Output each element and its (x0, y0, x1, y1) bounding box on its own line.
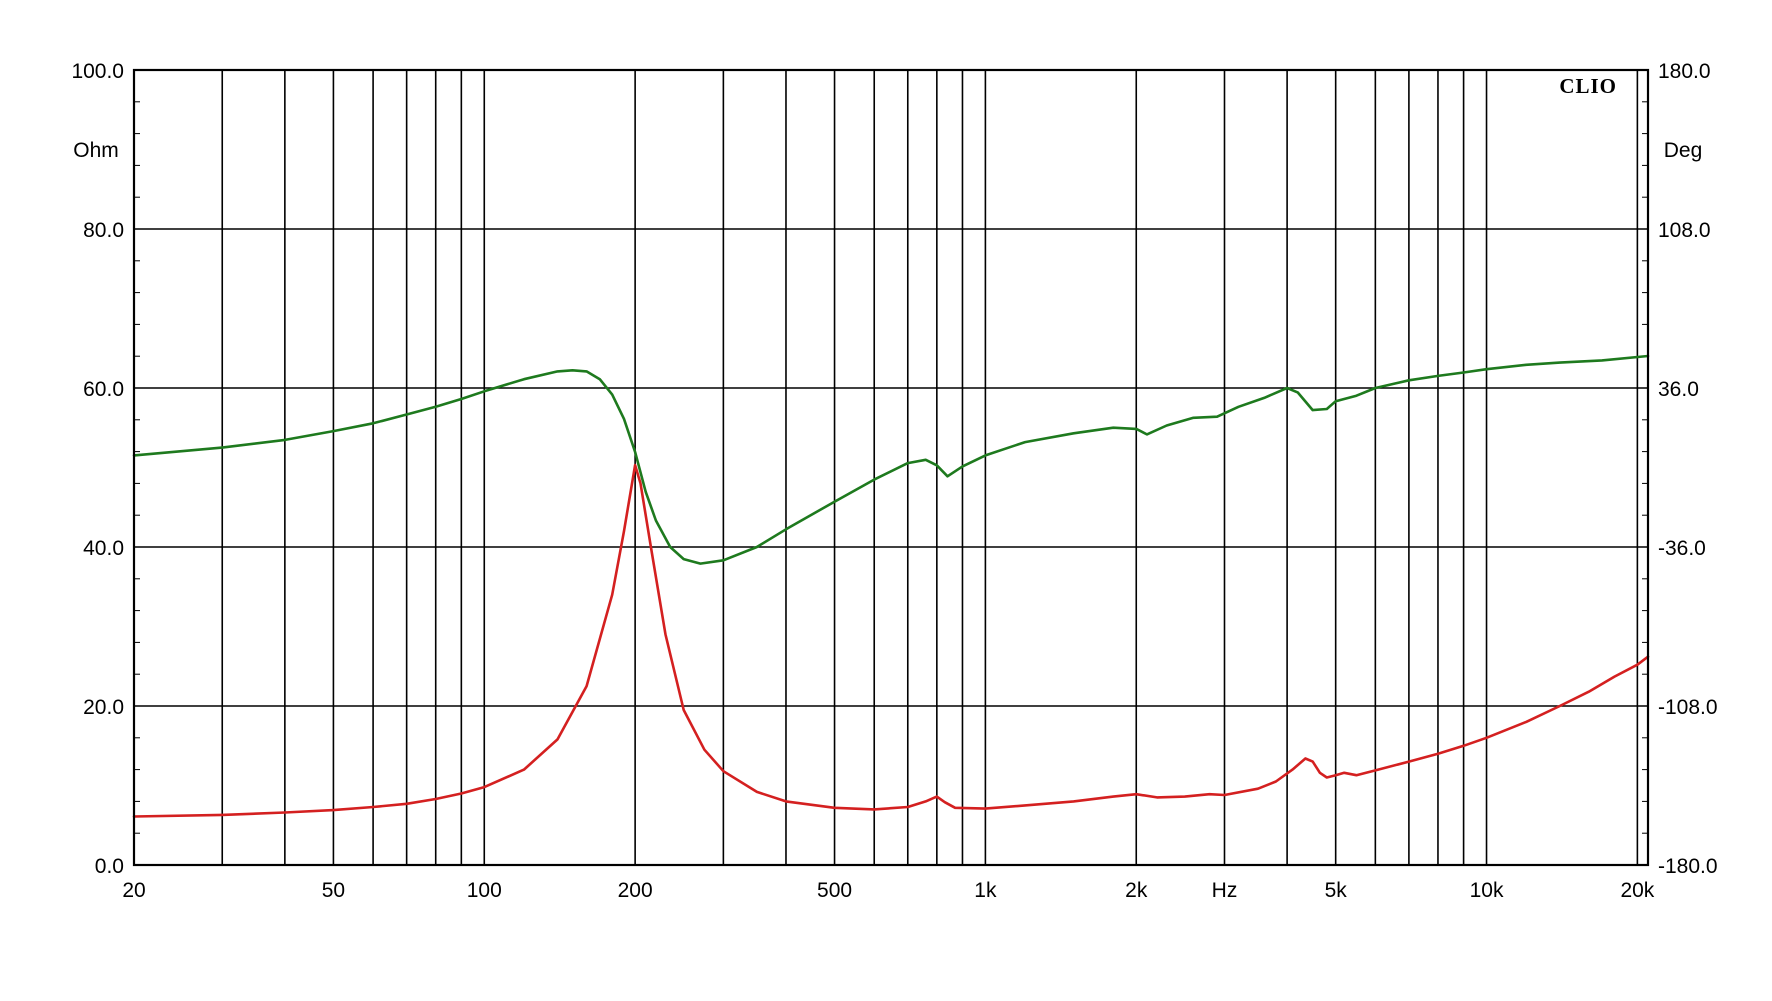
x-tick-label: 50 (322, 879, 345, 902)
x-tick-label: 10k (1470, 879, 1504, 902)
plot-frame (132, 68, 1650, 867)
impedance-series-line (132, 463, 1650, 818)
right-y-tick-label: -36.0 (1658, 537, 1706, 560)
left-y-tick-label: 100.0 (71, 60, 124, 83)
x-tick-label: 20 (122, 879, 145, 902)
right-y-tick-label: 36.0 (1658, 378, 1699, 401)
series-layer (132, 354, 1650, 818)
x-tick-label: 2k (1125, 879, 1148, 902)
left-y-tick-label: 0.0 (95, 855, 124, 878)
right-y-tick-label: -108.0 (1658, 696, 1718, 719)
right-y-tick-label: 108.0 (1658, 219, 1711, 242)
x-tick-label: Hz (1212, 879, 1238, 902)
tick-labels: 20 50 100 200 500 1k 2k Hz 5k 10k 20k 0.0 20.0 40.0 60… (71, 60, 1717, 902)
left-y-tick-label: 80.0 (83, 219, 124, 242)
right-axis-unit: Deg (1664, 139, 1703, 162)
x-tick-label: 1k (974, 879, 997, 902)
x-tick-label: 20k (1620, 879, 1654, 902)
x-tick-label: 500 (817, 879, 852, 902)
phase-series-line (132, 354, 1650, 565)
x-tick-label: 200 (618, 879, 653, 902)
brand-label: CLIO (1559, 74, 1617, 98)
right-y-tick-label: -180.0 (1658, 855, 1718, 878)
left-axis-unit: Ohm (73, 139, 119, 162)
grid (134, 70, 1648, 865)
x-tick-label: 5k (1325, 879, 1348, 902)
x-tick-label: 100 (467, 879, 502, 902)
right-y-tick-label: 180.0 (1658, 60, 1711, 83)
left-y-tick-label: 40.0 (83, 537, 124, 560)
left-y-tick-label: 20.0 (83, 696, 124, 719)
left-y-tick-label: 60.0 (83, 378, 124, 401)
